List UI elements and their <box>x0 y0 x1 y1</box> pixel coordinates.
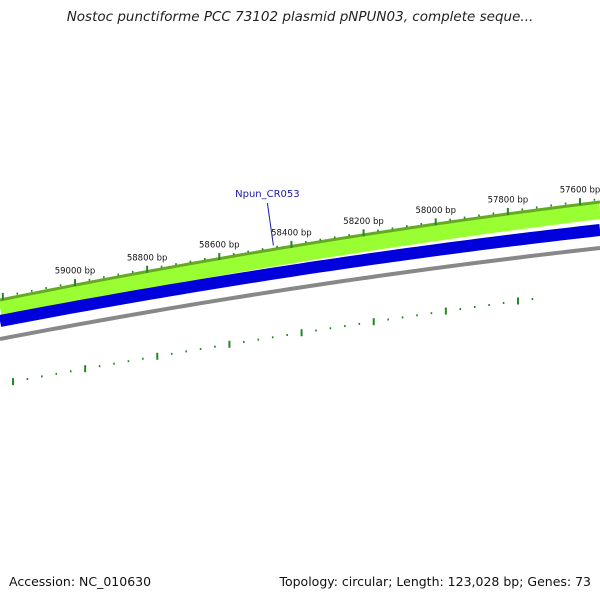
tick-label: 58800 bp <box>127 253 168 263</box>
gene-labels: Npun_CR053 <box>235 189 300 246</box>
tick-labels: 59000 bp 58800 bp 58600 bp 58400 bp 58200 bp… <box>55 186 600 277</box>
tick-row-outer <box>1 198 596 300</box>
outer-track-edge <box>0 200 600 302</box>
tick-label: 59000 bp <box>55 267 96 277</box>
tick-row-inner <box>12 297 534 386</box>
tick-label: 58000 bp <box>415 206 456 216</box>
tick-label: 57800 bp <box>488 195 529 205</box>
track-bands <box>0 200 600 341</box>
map-title: Nostoc punctiforme PCC 73102 plasmid pNP… <box>66 9 534 25</box>
tick-label: 58600 bp <box>199 241 240 251</box>
gene-leader-line <box>266 202 274 246</box>
tick-label: 58400 bp <box>271 228 312 238</box>
outer-feature-track <box>0 201 600 317</box>
accession-label: Accession: NC_010630 <box>9 574 152 589</box>
gene-label: Npun_CR053 <box>235 189 300 200</box>
tick-label: 58200 bp <box>343 217 384 227</box>
backbone-circle <box>0 246 600 341</box>
topology-summary: Topology: circular; Length: 123,028 bp; … <box>279 574 591 589</box>
inner-feature-track <box>0 224 600 327</box>
tick-label: 57600 bp <box>560 186 600 196</box>
